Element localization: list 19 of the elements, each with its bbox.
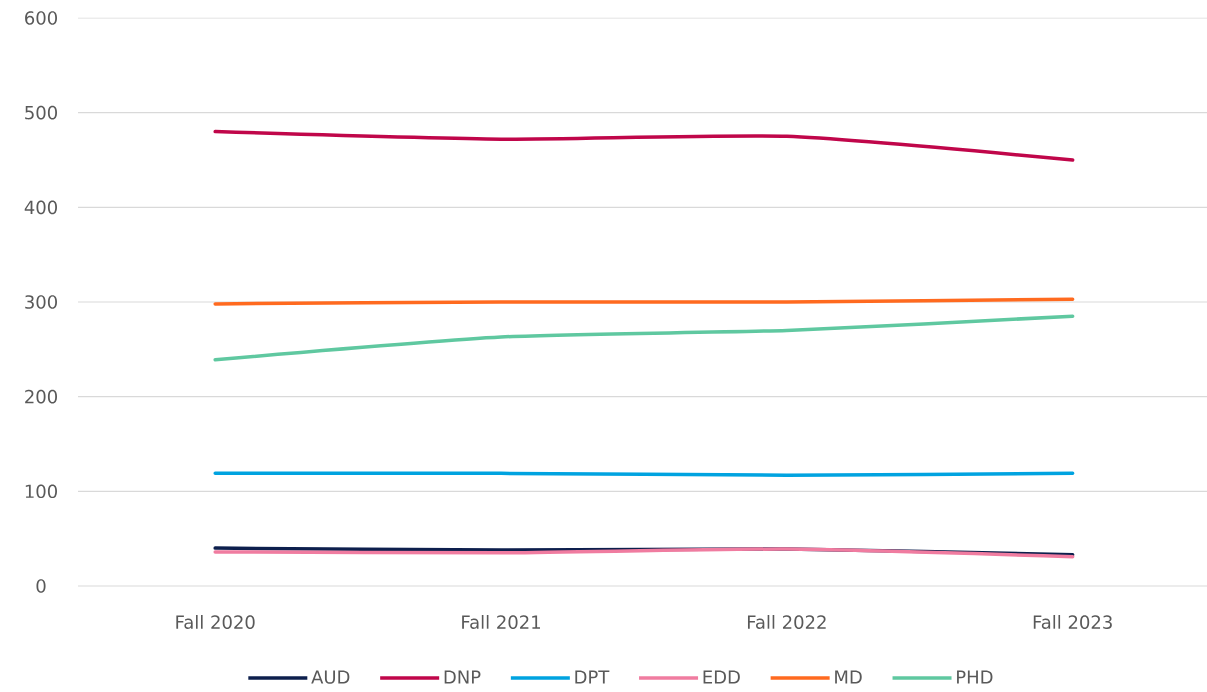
legend-label: DNP <box>444 670 481 684</box>
line-series <box>213 129 1075 162</box>
legend-label: MD <box>835 670 862 684</box>
x-tick-label: Fall 2023 <box>1033 615 1112 629</box>
legend-label: AUD <box>311 670 350 684</box>
x-tick-label: Fall 2020 <box>176 615 255 629</box>
x-tick-label: Fall 2021 <box>462 615 540 629</box>
y-tick-label: 0 <box>36 579 46 593</box>
x-tick-label: Fall 2022 <box>747 615 826 629</box>
line-series <box>213 314 1075 362</box>
legend-label: DPT <box>575 670 610 684</box>
legend-label: EDD <box>703 670 740 684</box>
y-tick-label: 300 <box>25 295 57 309</box>
y-tick-label: 600 <box>25 11 57 25</box>
legend-label: PHD <box>957 670 993 684</box>
y-tick-label: 400 <box>24 200 57 215</box>
y-tick-label: 100 <box>25 484 57 499</box>
y-tick-label: 500 <box>25 105 57 120</box>
y-tick-label: 200 <box>25 389 57 404</box>
